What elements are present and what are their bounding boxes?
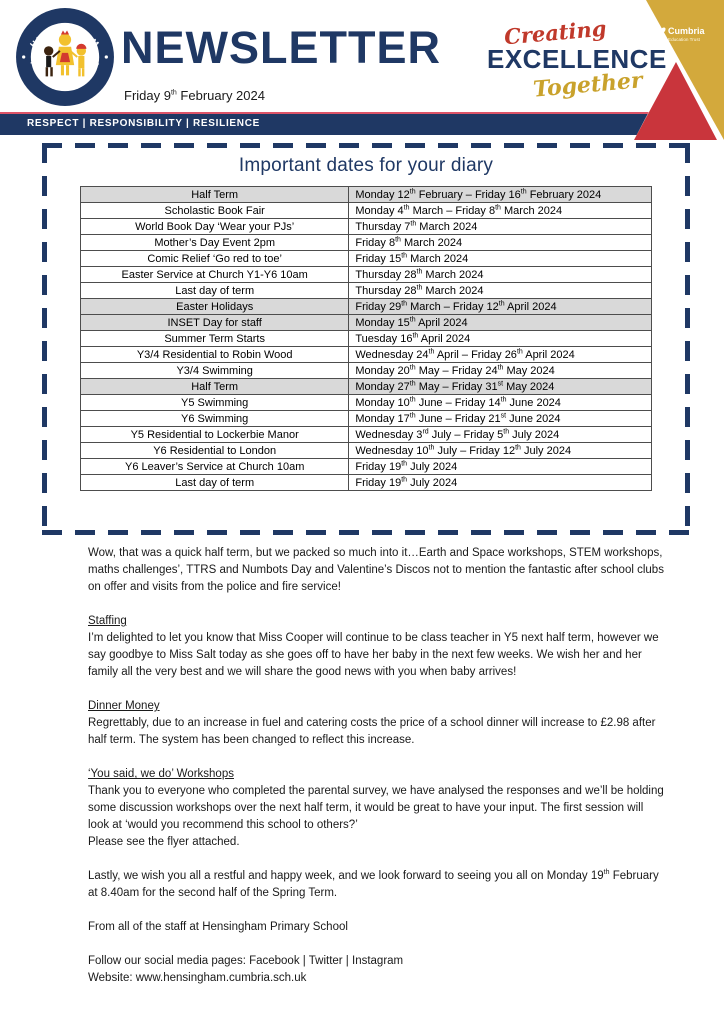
paragraph: Regrettably, due to an increase in fuel … [88, 717, 656, 746]
paragraph: Lastly, we wish you all a restful and ha… [88, 869, 659, 899]
newsletter-body: Wow, that was a quick half term, but we … [88, 545, 664, 1004]
event-cell: Last day of term [79, 474, 350, 491]
date-cell: Thursday 28th March 2024 [348, 266, 652, 283]
event-cell: Easter Holidays [79, 298, 350, 315]
date-cell: Monday 12th February – Friday 16th Febru… [348, 186, 652, 203]
event-cell: Y6 Residential to London [79, 442, 350, 459]
table-row: Summer Term Starts Tuesday 16th April 202… [79, 330, 652, 347]
trust-motto: Creating EXCELLENCE Together [487, 16, 667, 103]
motto-excellence: EXCELLENCE [487, 44, 667, 74]
table-row: Easter Service at Church Y1-Y6 10am Thurs… [79, 266, 652, 283]
section: Lastly, we wish you all a restful and ha… [88, 868, 664, 902]
date-cell: Wednesday 24th April – Friday 26th April… [348, 346, 652, 363]
date-cell: Monday 20th May – Friday 24th May 2024 [348, 362, 652, 379]
butterfly-icon [654, 23, 666, 37]
table-row: Last day of term Thursday 28th March 2024 [79, 282, 652, 299]
event-cell: World Book Day ‘Wear your PJs’ [79, 218, 350, 235]
table-row: Half Term Monday 12th February – Friday 1… [79, 186, 652, 203]
date-cell: Monday 27th May – Friday 31st May 2024 [348, 378, 652, 395]
date-cell: Friday 19th July 2024 [348, 474, 652, 491]
date-cell: Wednesday 10th July – Friday 12th July 2… [348, 442, 652, 459]
cumbria-trust-logo: Cumbria Education Trust [654, 23, 706, 42]
gold-corner-shape [646, 0, 724, 140]
values-banner-text: RESPECT | RESPONSIBILITY | RESILIENCE [27, 118, 261, 129]
section-heading: Staffing [88, 615, 127, 627]
date-cell: Monday 17th June – Friday 21st June 2024 [348, 410, 652, 427]
table-row: Y5 Swimming Monday 10th June – Friday 14t… [79, 394, 652, 411]
date-cell: Friday 19th July 2024 [348, 458, 652, 475]
date-cell: Monday 4th March – Friday 8th March 2024 [348, 202, 652, 219]
table-row: Scholastic Book Fair Monday 4th March – F… [79, 202, 652, 219]
event-cell: Y5 Residential to Lockerbie Manor [79, 426, 350, 443]
paragraph: From all of the staff at Hensingham Prim… [88, 921, 348, 933]
date-cell: Friday 15th March 2024 [348, 250, 652, 267]
table-row: Last day of term Friday 19th July 2024 [79, 474, 652, 491]
paragraph: I’m delighted to let you know that Miss … [88, 632, 659, 678]
table-row: Y3/4 Residential to Robin Wood Wednesday … [79, 346, 652, 363]
event-cell: Half Term [79, 378, 350, 395]
paragraph: Thank you to everyone who completed the … [88, 785, 664, 831]
event-cell: Summer Term Starts [79, 330, 350, 347]
paragraph: Website: www.hensingham.cumbria.sch.uk [88, 972, 307, 984]
event-cell: Y3/4 Swimming [79, 362, 350, 379]
table-row: Easter Holidays Friday 29th March – Frida… [79, 298, 652, 315]
children-figures-icon [43, 30, 87, 77]
table-row: Comic Relief ‘Go red to toe’ Friday 15th … [79, 250, 652, 267]
section: ‘You said, we do’ Workshops Thank you to … [88, 766, 664, 851]
section-heading: ‘You said, we do’ Workshops [88, 768, 234, 780]
red-triangle-shape [634, 62, 717, 140]
date-cell: Tuesday 16th April 2024 [348, 330, 652, 347]
section: Follow our social media pages: Facebook … [88, 953, 664, 987]
table-row: INSET Day for staff Monday 15th April 202… [79, 314, 652, 331]
paragraph: Please see the flyer attached. [88, 836, 240, 848]
table-row: Half Term Monday 27th May – Friday 31st M… [79, 378, 652, 395]
section-heading: Dinner Money [88, 700, 160, 712]
table-row: World Book Day ‘Wear your PJs’ Thursday 7… [79, 218, 652, 235]
newsletter-date: Friday 9th February 2024 [124, 88, 265, 103]
svg-text:Cumbria: Cumbria [668, 26, 706, 36]
section: Dinner Money Regrettably, due to an incre… [88, 698, 664, 749]
newsletter-title: NEWSLETTER [121, 22, 441, 73]
event-cell: Comic Relief ‘Go red to toe’ [79, 250, 350, 267]
section: Wow, that was a quick half term, but we … [88, 545, 664, 596]
school-logo: HENSINGHAM PRIMARY SCHOOL [16, 8, 114, 106]
event-cell: Y6 Swimming [79, 410, 350, 427]
table-row: Y6 Residential to London Wednesday 10th J… [79, 442, 652, 459]
event-cell: Y5 Swimming [79, 394, 350, 411]
event-cell: Y6 Leaver’s Service at Church 10am [79, 458, 350, 475]
date-cell: Wednesday 3rd July – Friday 5th July 202… [348, 426, 652, 443]
event-cell: Scholastic Book Fair [79, 202, 350, 219]
event-cell: Last day of term [79, 282, 350, 299]
event-cell: Easter Service at Church Y1-Y6 10am [79, 266, 350, 283]
event-cell: INSET Day for staff [79, 314, 350, 331]
table-row: Mother’s Day Event 2pm Friday 8th March 2… [79, 234, 652, 251]
date-cell: Friday 29th March – Friday 12th April 20… [348, 298, 652, 315]
diary-title: Important dates for your diary [238, 155, 494, 176]
corner-decoration: Cumbria Education Trust [634, 0, 724, 140]
date-cell: Thursday 7th March 2024 [348, 218, 652, 235]
diary-table: Half Term Monday 12th February – Friday 1… [79, 186, 652, 491]
event-cell: Y3/4 Residential to Robin Wood [79, 346, 350, 363]
table-row: Y6 Leaver’s Service at Church 10am Friday… [79, 458, 652, 475]
table-row: Y3/4 Swimming Monday 20th May – Friday 24… [79, 362, 652, 379]
paragraph: Wow, that was a quick half term, but we … [88, 547, 664, 593]
table-row: Y5 Residential to Lockerbie Manor Wednesd… [79, 426, 652, 443]
section: From all of the staff at Hensingham Prim… [88, 919, 664, 936]
table-row: Y6 Swimming Monday 17th June – Friday 21s… [79, 410, 652, 427]
section: Staffing I’m delighted to let you know th… [88, 613, 664, 681]
date-cell: Thursday 28th March 2024 [348, 282, 652, 299]
date-cell: Monday 10th June – Friday 14th June 2024 [348, 394, 652, 411]
event-cell: Mother’s Day Event 2pm [79, 234, 350, 251]
diary-box: Important dates for your diary Half Term… [42, 143, 690, 535]
svg-text:Education Trust: Education Trust [668, 37, 701, 42]
paragraph: Follow our social media pages: Facebook … [88, 955, 404, 967]
event-cell: Half Term [79, 186, 350, 203]
date-cell: Monday 15th April 2024 [348, 314, 652, 331]
values-banner: RESPECT | RESPONSIBILITY | RESILIENCE [0, 112, 724, 135]
date-cell: Friday 8th March 2024 [348, 234, 652, 251]
